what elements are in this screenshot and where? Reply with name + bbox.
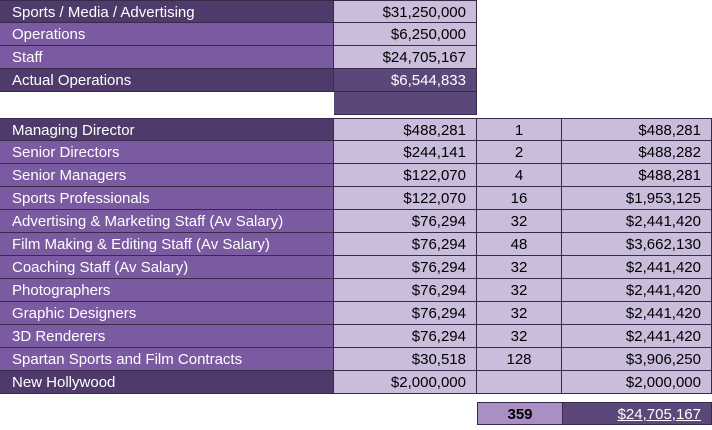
table-row: Sports Professionals $122,070 16 $1,953,… [0,187,712,210]
summary-row: Operations $6,250,000 [0,23,477,46]
count-cell[interactable] [477,371,562,394]
role-label[interactable]: Advertising & Marketing Staff (Av Salary… [0,210,334,233]
salary-cell[interactable]: $244,141 [334,141,477,164]
spacer-row [0,92,477,115]
salary-cell[interactable]: $76,294 [334,233,477,256]
summary-value[interactable]: $24,705,167 [334,46,477,69]
salary-cell[interactable]: $30,518 [334,348,477,371]
role-label[interactable]: Film Making & Editing Staff (Av Salary) [0,233,334,256]
count-cell[interactable]: 128 [477,348,562,371]
summary-label[interactable]: Actual Operations [0,69,334,92]
total-cell[interactable]: $3,662,130 [562,233,712,256]
salary-cell[interactable]: $76,294 [334,256,477,279]
salary-cell[interactable]: $76,294 [334,302,477,325]
table-row: Film Making & Editing Staff (Av Salary) … [0,233,712,256]
summary-value[interactable]: $31,250,000 [334,0,477,23]
total-cell[interactable]: $2,441,420 [562,325,712,348]
total-cell[interactable]: $488,281 [562,164,712,187]
total-cell[interactable]: $2,441,420 [562,256,712,279]
table-row: Senior Directors $244,141 2 $488,282 [0,141,712,164]
role-label[interactable]: New Hollywood [0,371,334,394]
summary-label[interactable]: Operations [0,23,334,46]
count-cell[interactable]: 2 [477,141,562,164]
salary-cell[interactable]: $488,281 [334,118,477,141]
empty-cell[interactable] [334,92,477,115]
summary-label[interactable]: Staff [0,46,334,69]
salary-cell[interactable]: $122,070 [334,164,477,187]
table-row: Graphic Designers $76,294 32 $2,441,420 [0,302,712,325]
total-cell[interactable]: $2,000,000 [562,371,712,394]
summary-row: Sports / Media / Advertising $31,250,000 [0,0,477,23]
role-label[interactable]: Spartan Sports and Film Contracts [0,348,334,371]
table-row: 3D Renderers $76,294 32 $2,441,420 [0,325,712,348]
salary-cell[interactable]: $76,294 [334,279,477,302]
salary-cell[interactable]: $76,294 [334,325,477,348]
table-row: Advertising & Marketing Staff (Av Salary… [0,210,712,233]
total-cell[interactable]: $488,282 [562,141,712,164]
count-cell[interactable]: 32 [477,279,562,302]
count-cell[interactable]: 4 [477,164,562,187]
summary-value[interactable]: $6,544,833 [334,69,477,92]
role-label[interactable]: Senior Directors [0,141,334,164]
total-cell[interactable]: $1,953,125 [562,187,712,210]
table-row: Spartan Sports and Film Contracts $30,51… [0,348,712,371]
count-cell[interactable]: 32 [477,325,562,348]
table-row: Managing Director $488,281 1 $488,281 [0,118,712,141]
count-cell[interactable]: 16 [477,187,562,210]
total-count-cell[interactable]: 359 [477,402,563,425]
role-label[interactable]: Managing Director [0,118,334,141]
summary-row: Actual Operations $6,544,833 [0,69,477,92]
count-cell[interactable]: 32 [477,256,562,279]
total-cell[interactable]: $2,441,420 [562,302,712,325]
total-cell[interactable]: $2,441,420 [562,279,712,302]
total-cell[interactable]: $2,441,420 [562,210,712,233]
summary-value[interactable]: $6,250,000 [334,23,477,46]
table-row: Senior Managers $122,070 4 $488,281 [0,164,712,187]
table-row: Photographers $76,294 32 $2,441,420 [0,279,712,302]
count-cell[interactable]: 32 [477,210,562,233]
role-label[interactable]: Coaching Staff (Av Salary) [0,256,334,279]
count-cell[interactable]: 48 [477,233,562,256]
salary-cell[interactable]: $122,070 [334,187,477,210]
summary-row: Staff $24,705,167 [0,46,477,69]
total-cell[interactable]: $488,281 [562,118,712,141]
role-label[interactable]: 3D Renderers [0,325,334,348]
role-label[interactable]: Senior Managers [0,164,334,187]
total-cell[interactable]: $3,906,250 [562,348,712,371]
role-label[interactable]: Photographers [0,279,334,302]
table-row: New Hollywood $2,000,000 $2,000,000 [0,371,712,394]
role-label[interactable]: Graphic Designers [0,302,334,325]
salary-cell[interactable]: $76,294 [334,210,477,233]
grand-total-cell[interactable]: $24,705,167 [562,402,712,425]
count-cell[interactable]: 1 [477,118,562,141]
summary-label[interactable]: Sports / Media / Advertising [0,0,334,23]
table-row: Coaching Staff (Av Salary) $76,294 32 $2… [0,256,712,279]
role-label[interactable]: Sports Professionals [0,187,334,210]
count-cell[interactable]: 32 [477,302,562,325]
salary-cell[interactable]: $2,000,000 [334,371,477,394]
